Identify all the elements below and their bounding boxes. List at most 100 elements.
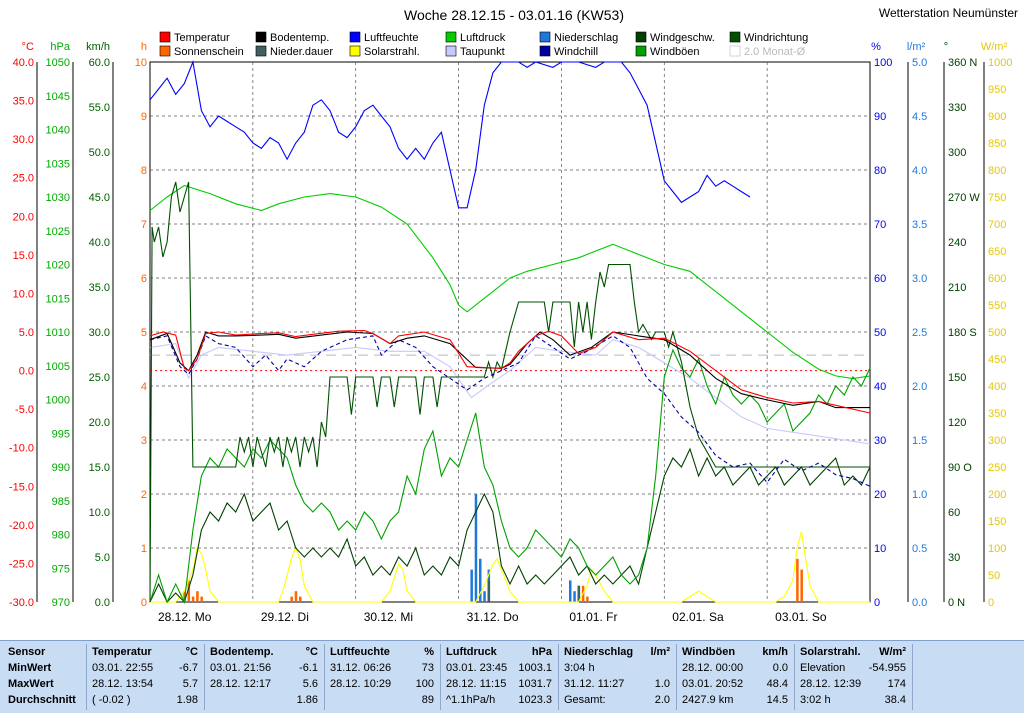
tick-label-solar: 100 — [988, 543, 1006, 555]
tick-label-temperature: -15.0 — [9, 481, 34, 493]
x-tick-label: 28.12. Mo — [158, 610, 212, 624]
chart-title: Woche 28.12.15 - 03.01.16 (KW53) — [404, 7, 624, 23]
stats-value: W/m² — [879, 646, 906, 658]
stats-row: 28.12. 13:54 5.7 — [92, 676, 198, 692]
stats-label: ^1.1hPa/h — [446, 694, 496, 706]
stats-label: Durchschnitt — [8, 694, 76, 706]
tick-label-humidity: 50 — [874, 327, 886, 339]
tick-label-direction: 90 O — [948, 462, 972, 474]
legend-label: Luftfeuchte — [364, 32, 418, 44]
tick-label-direction: 270 W — [948, 192, 980, 204]
stats-row: 3:02 h 38.4 — [800, 692, 906, 708]
legend-swatch — [159, 45, 171, 57]
stats-value: km/h — [762, 646, 788, 658]
stats-label: MaxWert — [8, 678, 54, 690]
stats-label: Luftdruck — [446, 646, 497, 658]
tick-label-hours: 9 — [141, 111, 147, 123]
series-line-windrichtung — [149, 181, 870, 603]
tick-label-wind: 60.0 — [89, 57, 110, 69]
legend-swatch — [729, 31, 741, 43]
stats-row: Elevation -54.955 — [800, 660, 906, 676]
stats-label: 28.12. 10:29 — [330, 678, 392, 690]
tick-label-temperature: 5.0 — [19, 327, 34, 339]
stats-label: Bodentemp. — [210, 646, 274, 658]
tick-label-wind: 35.0 — [89, 282, 110, 294]
stats-header: Luftfeuchte% — [330, 644, 434, 660]
tick-label-temperature: -5.0 — [15, 404, 34, 416]
x-tick-label: 01.01. Fr — [569, 610, 617, 624]
tick-label-direction: 0 N — [948, 597, 965, 609]
tick-label-hours: 7 — [141, 219, 147, 231]
stats-label: ( -0.02 ) — [92, 694, 131, 706]
stats-row: ^1.1hPa/h 1023.3 — [446, 692, 552, 708]
x-tick-label: 02.01. Sa — [672, 610, 724, 624]
bar-sonnenschein — [191, 596, 195, 602]
axis-unit-hours: h — [141, 41, 147, 53]
tick-label-wind: 0.0 — [95, 597, 110, 609]
stats-panel: Solarstrahl. W/m² Elevation -54.955 28.12. 1… — [796, 644, 913, 710]
tick-label-hours: 5 — [141, 327, 147, 339]
tick-label-direction: 300 — [948, 147, 966, 159]
legend-swatch — [445, 31, 457, 43]
bar-sonnenschein — [299, 596, 302, 602]
bar-sonnenschein — [196, 591, 199, 602]
grid — [150, 62, 870, 602]
tick-label-pressure: 990 — [52, 462, 70, 474]
tick-label-pressure: 1025 — [46, 226, 70, 238]
legend-label: Bodentemp. — [270, 32, 329, 44]
stats-value: 14.5 — [766, 694, 788, 706]
stats-panel: Luftfeuchte% 31.12. 06:26 73 28.12. 10:29 10… — [326, 644, 441, 710]
stats-panel: Niederschlag l/m² 3:04 h 31.12. 11:27 1.0 Ges… — [560, 644, 677, 710]
stats-row: 31.12. 11:27 1.0 — [564, 676, 670, 692]
tick-label-temperature: -25.0 — [9, 558, 34, 570]
tick-label-solar: 600 — [988, 273, 1006, 285]
tick-label-pressure: 1045 — [46, 91, 70, 103]
tick-label-rain: 1.0 — [912, 489, 927, 501]
legend-label: Windgeschw. — [650, 32, 715, 44]
stats-value: °C — [185, 646, 198, 658]
stats-value: 89 — [421, 694, 434, 706]
bar-niederschlag — [474, 494, 478, 602]
tick-label-temperature: -10.0 — [9, 443, 34, 455]
stats-value: -54.955 — [868, 662, 906, 674]
tick-label-wind: 25.0 — [89, 372, 110, 384]
legend-label: Windchill — [554, 46, 598, 58]
stats-label: Solarstrahl. — [800, 646, 861, 658]
axis-unit-solar: W/m² — [981, 41, 1008, 53]
tick-label-temperature: 20.0 — [13, 211, 34, 223]
tick-label-wind: 5.0 — [95, 552, 110, 564]
stats-row: 1.86 — [210, 692, 318, 708]
stats-value: 1023.3 — [518, 694, 552, 706]
series-line-solarstrahl — [150, 531, 870, 603]
stats-row: MinWert — [8, 660, 80, 676]
tick-label-wind: 40.0 — [89, 237, 110, 249]
tick-label-solar: 950 — [988, 84, 1006, 96]
legend-label: Niederschlag — [554, 32, 618, 44]
tick-label-humidity: 100 — [874, 57, 892, 69]
bar-niederschlag — [573, 591, 576, 602]
bar-sonnenschein — [294, 591, 298, 602]
tick-label-solar: 1000 — [988, 57, 1012, 69]
legend: Temperatur Bodentemp. Luftfeuchte Luftdruck… — [159, 31, 808, 58]
tick-label-wind: 55.0 — [89, 102, 110, 114]
tick-label-rain: 4.0 — [912, 165, 927, 177]
tick-label-solar: 650 — [988, 246, 1006, 258]
bar-sonnenschein — [586, 596, 589, 602]
tick-label-solar: 850 — [988, 138, 1006, 150]
stats-value: 48.4 — [766, 678, 788, 690]
tick-label-pressure: 1035 — [46, 158, 70, 170]
stats-value: 1.98 — [176, 694, 198, 706]
stats-label: Temperatur — [92, 646, 152, 658]
tick-label-hours: 2 — [141, 489, 147, 501]
tick-label-humidity: 90 — [874, 111, 886, 123]
stats-label: Elevation — [800, 662, 846, 674]
tick-label-direction: 240 — [948, 237, 966, 249]
stats-row: 3:04 h — [564, 660, 670, 676]
tick-label-pressure: 1010 — [46, 327, 70, 339]
stats-row: 28.12. 11:15 1031.7 — [446, 676, 552, 692]
axis-unit-wind: km/h — [86, 41, 110, 53]
tick-label-humidity: 30 — [874, 435, 886, 447]
tick-label-pressure: 1050 — [46, 57, 70, 69]
legend-swatch — [539, 31, 551, 43]
stats-header: Temperatur °C — [92, 644, 198, 660]
